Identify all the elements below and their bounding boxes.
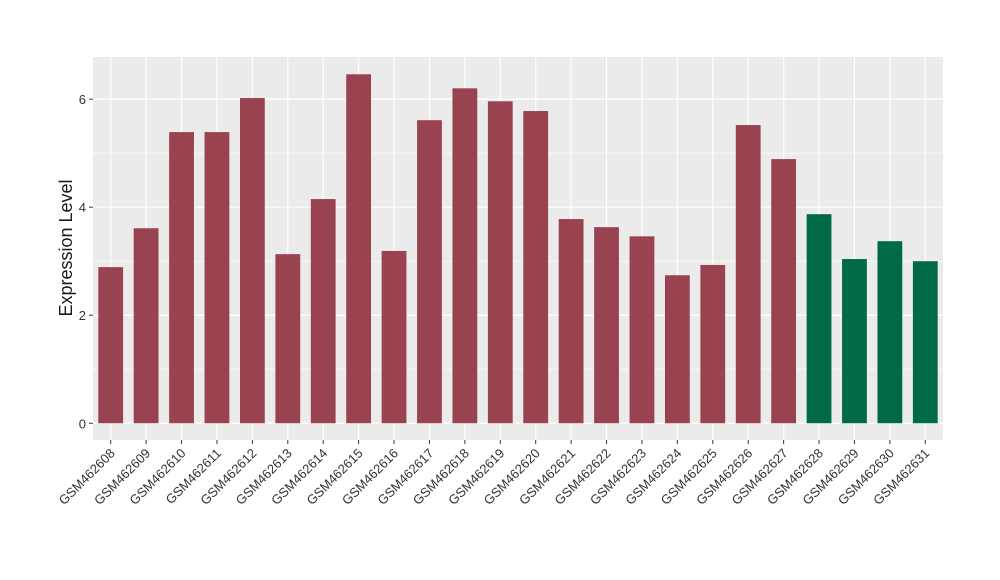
bar (169, 132, 194, 424)
bar (346, 74, 372, 424)
y-tick-label: 6 (79, 92, 86, 107)
y-tick-label: 0 (79, 416, 86, 431)
bar (912, 261, 938, 424)
bar (487, 101, 513, 424)
y-tick-label: 4 (79, 200, 86, 215)
y-axis-label: Expression Level (56, 179, 76, 316)
bar (771, 159, 797, 424)
y-tick-label: 2 (79, 308, 86, 323)
plot-panel (93, 57, 943, 440)
bar (594, 227, 619, 424)
bar (204, 132, 230, 424)
bar (735, 125, 761, 424)
bar (452, 88, 478, 424)
bar (381, 250, 407, 424)
bar (629, 236, 655, 424)
bar (806, 214, 832, 424)
bar (275, 254, 301, 424)
bar (98, 267, 124, 424)
bar (239, 98, 265, 424)
bar (664, 275, 690, 424)
bar (133, 228, 159, 424)
bar (842, 259, 867, 424)
bar (310, 199, 336, 424)
bar (700, 264, 726, 424)
bar (523, 111, 549, 424)
bar (558, 219, 584, 424)
bar (417, 120, 442, 424)
bar (877, 241, 903, 424)
